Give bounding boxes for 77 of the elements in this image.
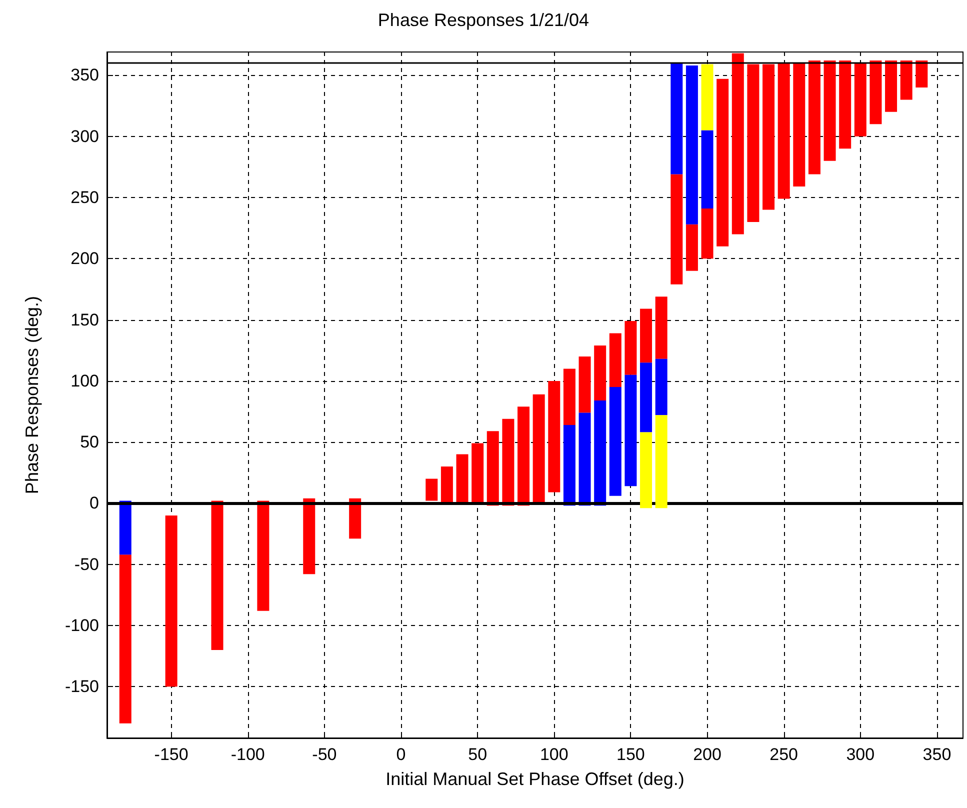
bar — [686, 224, 698, 271]
bar — [747, 64, 760, 222]
y-tick-label: -150 — [64, 677, 99, 696]
bar — [670, 174, 683, 284]
bar — [778, 63, 790, 199]
bar — [624, 321, 637, 375]
bar — [563, 368, 576, 425]
bar — [502, 418, 514, 506]
y-axis-title: Phase Responses (deg.) — [22, 296, 42, 494]
bar — [563, 424, 576, 506]
bar — [900, 60, 912, 100]
bar — [609, 333, 622, 388]
chart-title: Phase Responses 1/21/04 — [378, 10, 590, 30]
x-tick-label: 250 — [770, 745, 798, 764]
x-tick-label: 300 — [846, 745, 875, 764]
bar — [854, 63, 866, 136]
bar — [732, 53, 744, 234]
x-tick-label: 0 — [396, 745, 406, 764]
bar — [609, 387, 622, 496]
x-tick-label: -100 — [230, 745, 265, 764]
y-tick-label: 50 — [80, 432, 99, 452]
bar — [670, 63, 683, 174]
bar — [440, 466, 453, 502]
y-tick-label: 150 — [70, 310, 99, 330]
bar — [532, 394, 545, 502]
bar — [655, 358, 668, 416]
bar — [655, 415, 668, 508]
bar — [655, 296, 668, 359]
bar — [640, 432, 652, 508]
x-tick-label: 350 — [922, 745, 952, 764]
bar — [486, 431, 499, 506]
bar — [916, 60, 928, 88]
y-tick-label: 100 — [70, 371, 99, 390]
bar — [701, 208, 714, 259]
bar — [624, 374, 637, 486]
bar — [701, 64, 714, 130]
bar — [578, 412, 591, 506]
y-tick-label: 0 — [90, 494, 99, 513]
bar — [762, 64, 775, 210]
y-tick-label: 250 — [70, 188, 99, 208]
x-tick-label: 200 — [693, 745, 722, 764]
bar — [211, 500, 224, 650]
bar — [119, 554, 132, 724]
y-tick-label: 300 — [70, 126, 99, 146]
x-axis-title: Initial Manual Set Phase Offset (deg.) — [386, 769, 684, 789]
bar — [885, 60, 898, 112]
bar — [548, 380, 560, 492]
y-tick-label: 200 — [70, 249, 99, 268]
bar — [640, 362, 652, 432]
bar — [594, 345, 606, 401]
bar — [119, 500, 132, 555]
y-tick-label: -100 — [64, 616, 99, 635]
bar — [640, 308, 652, 363]
x-tick-label: 150 — [616, 745, 645, 764]
bar — [870, 60, 882, 124]
x-tick-label: 50 — [468, 745, 488, 764]
bar — [808, 60, 820, 174]
x-tick-label: -50 — [312, 745, 337, 764]
bar — [165, 515, 178, 687]
bar — [716, 78, 729, 246]
x-tick-label: 100 — [540, 745, 568, 764]
bar — [839, 60, 852, 149]
y-tick-label: 350 — [70, 66, 99, 85]
bar — [349, 498, 362, 539]
bar — [303, 498, 316, 574]
bar — [594, 400, 606, 506]
bar — [686, 65, 698, 224]
y-tick-label: -50 — [74, 554, 99, 574]
bar — [518, 406, 530, 506]
bar — [257, 500, 270, 611]
x-tick-label: -150 — [154, 745, 188, 764]
bar — [824, 60, 836, 161]
bar — [701, 130, 714, 209]
bar — [426, 478, 438, 501]
bar — [578, 356, 591, 413]
bar — [456, 454, 468, 504]
bar — [793, 63, 806, 187]
